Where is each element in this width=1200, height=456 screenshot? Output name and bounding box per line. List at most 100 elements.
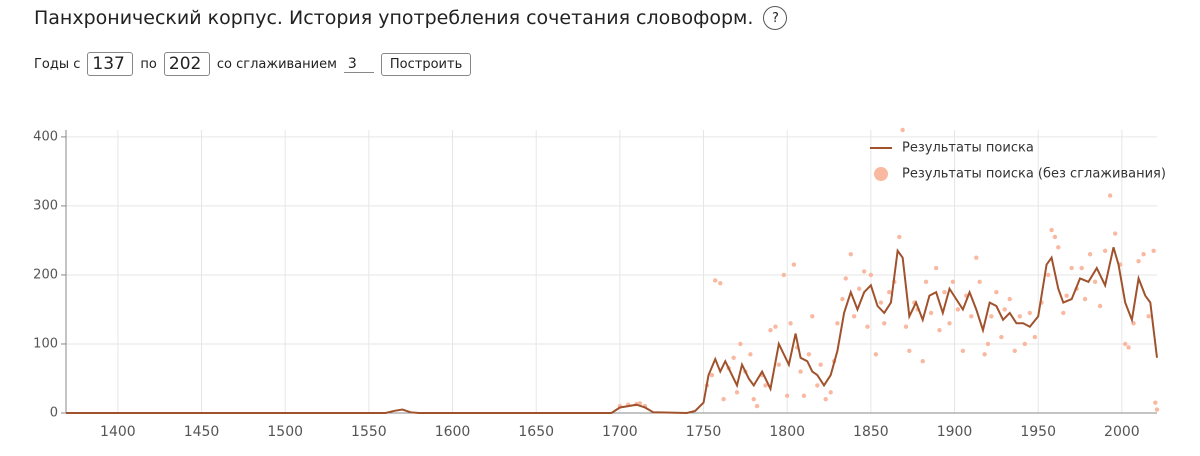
point (900, 127, 905, 133)
point (1052, 234, 1058, 240)
point (878, 300, 884, 305)
x-tick-label: 1550 (351, 424, 387, 440)
point (942, 290, 947, 295)
point (828, 390, 833, 395)
point (1046, 272, 1051, 278)
build-button[interactable]: Построить (380, 52, 472, 76)
point (751, 396, 756, 402)
x-tick-label: 2000 (1104, 424, 1140, 440)
point (1064, 293, 1069, 298)
point (897, 234, 902, 240)
point (1012, 348, 1017, 354)
point (989, 314, 994, 319)
point (781, 272, 787, 278)
point (1112, 231, 1118, 236)
point (1141, 252, 1146, 257)
point (773, 324, 778, 329)
point (1061, 310, 1066, 316)
point (1017, 314, 1022, 319)
point (1154, 407, 1160, 412)
y-tick-label: 400 (33, 129, 58, 144)
point (1082, 296, 1088, 302)
point (818, 362, 823, 367)
point (823, 396, 828, 402)
point (856, 286, 862, 291)
point (709, 372, 715, 378)
point (928, 310, 934, 316)
point (1007, 296, 1012, 302)
point (1049, 227, 1054, 233)
point (763, 383, 768, 388)
x-tick-label: 1650 (518, 424, 554, 440)
point (776, 362, 782, 367)
point (1151, 248, 1156, 253)
point (920, 359, 925, 364)
point (1087, 252, 1093, 257)
point (868, 272, 874, 278)
point (731, 355, 736, 360)
point (748, 352, 753, 357)
help-button[interactable]: ? (763, 6, 788, 30)
point (801, 393, 807, 398)
point (1136, 258, 1141, 264)
point (1079, 265, 1084, 271)
legend-swatch (874, 167, 888, 181)
point (718, 281, 723, 286)
point (1069, 265, 1074, 271)
point (1032, 334, 1038, 340)
point (1153, 400, 1158, 405)
point (843, 276, 848, 281)
title: Панхронический корпус. История употребле… (34, 7, 754, 29)
point (960, 348, 966, 354)
label: по (140, 56, 157, 72)
point (1056, 245, 1061, 250)
legend-label: Результаты поиска (без сглаживания) (902, 167, 1166, 182)
point (768, 327, 773, 333)
label: Годы с (34, 56, 81, 72)
point (1102, 248, 1108, 253)
point (1123, 341, 1128, 347)
x-tick-label: 1450 (184, 424, 220, 440)
point (977, 279, 982, 285)
x-tick-label: 1800 (769, 424, 805, 440)
point (969, 314, 974, 319)
x-tick-label: 1600 (435, 424, 471, 440)
form: Годы с 137 по 202 со сглаживанием 3 Пост… (34, 52, 472, 76)
point (937, 327, 942, 333)
point (734, 390, 740, 395)
point (851, 314, 857, 319)
point (985, 341, 991, 347)
point (955, 307, 961, 312)
point (1097, 303, 1103, 309)
legend-label: Результаты поиска (902, 141, 1034, 156)
point (1092, 279, 1098, 285)
point (721, 396, 726, 402)
point (738, 341, 743, 347)
point (887, 290, 892, 295)
line (66, 247, 1158, 415)
header: Панхронический корпус. История употребле… (34, 6, 788, 30)
x-tick-label: 1950 (1020, 424, 1056, 440)
point (798, 369, 803, 374)
point (713, 278, 718, 283)
point (788, 321, 793, 326)
point (994, 290, 999, 295)
point (806, 352, 812, 357)
point (974, 255, 979, 260)
x-tick-label: 1750 (686, 424, 722, 440)
point (933, 265, 939, 271)
point (791, 262, 797, 267)
point (810, 314, 815, 319)
point (947, 321, 952, 326)
point (907, 348, 912, 354)
smoothing-select[interactable]: 3 (343, 56, 374, 73)
y-tick-label: 200 (33, 267, 58, 282)
point (950, 279, 956, 285)
year-from-input[interactable]: 137 (87, 52, 134, 76)
point (865, 324, 870, 329)
year-to-input[interactable]: 202 (163, 52, 210, 76)
point (982, 352, 987, 357)
x-tick-label: 1850 (853, 424, 889, 440)
x-tick-label: 1900 (937, 424, 973, 440)
